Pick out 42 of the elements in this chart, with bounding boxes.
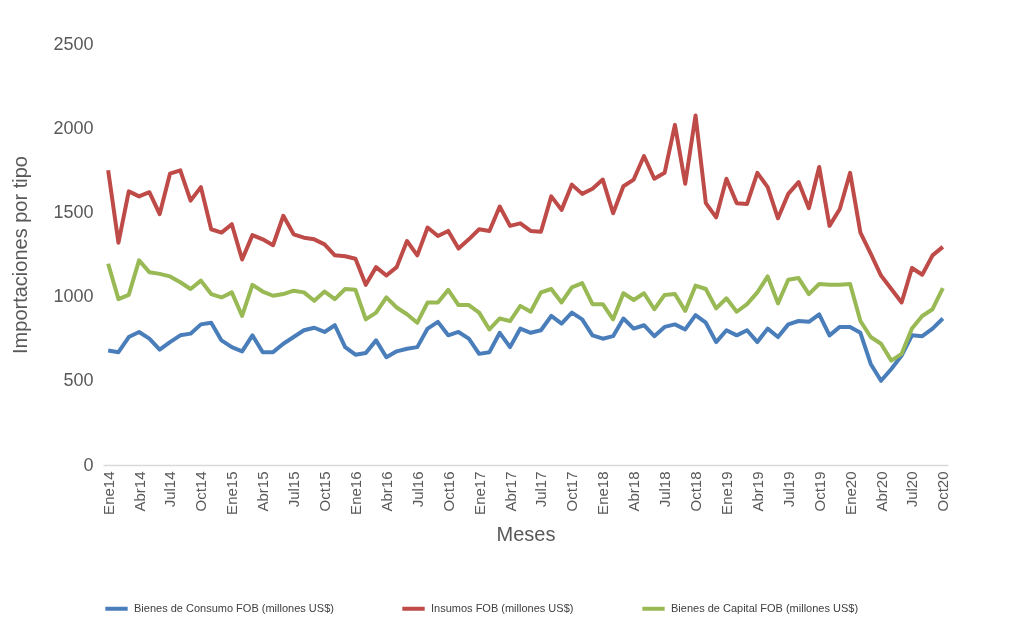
x-tick-label: Jul14 xyxy=(161,471,179,508)
legend-label: Bienes de Capital FOB (millones US$) xyxy=(671,601,859,614)
y-tick-label: 2500 xyxy=(53,33,94,54)
x-tick-label: Ene16 xyxy=(346,471,364,515)
x-tick-label: Oct19 xyxy=(810,471,828,512)
x-tick-label: Abr14 xyxy=(130,471,148,512)
x-tick-label: Jul16 xyxy=(408,471,426,508)
y-tick-label: 1000 xyxy=(53,286,94,307)
x-tick-label: Oct17 xyxy=(563,471,581,512)
x-tick-label: Abr20 xyxy=(872,471,890,512)
x-tick-label: Oct16 xyxy=(439,471,457,512)
x-tick-label: Oct18 xyxy=(687,471,705,512)
x-tick-label: Ene20 xyxy=(841,471,859,515)
x-tick-label: Ene14 xyxy=(99,471,117,515)
legend-label: Insumos FOB (millones US$) xyxy=(431,601,574,614)
x-tick-label: Abr18 xyxy=(625,471,643,512)
x-tick-label: Abr17 xyxy=(501,471,519,512)
x-axis-title: Meses xyxy=(496,522,556,545)
x-tick-label: Abr16 xyxy=(377,471,395,512)
y-axis-title: Importaciones por tipo xyxy=(9,156,32,354)
y-tick-label: 500 xyxy=(63,370,94,391)
legend-label: Bienes de Consumo FOB (millones US$) xyxy=(134,601,334,614)
x-tick-label: Jul15 xyxy=(285,471,303,508)
x-tick-label: Jul20 xyxy=(903,471,921,508)
x-tick-label: Jul17 xyxy=(532,471,550,508)
x-tick-label: Ene17 xyxy=(470,471,488,515)
line-series xyxy=(106,258,945,363)
y-tick-label: 1500 xyxy=(53,201,94,222)
x-tick-label: Abr19 xyxy=(748,471,766,512)
y-tick-label: 0 xyxy=(83,454,94,475)
line-series xyxy=(106,113,945,305)
x-tick-label: Oct14 xyxy=(192,471,210,512)
x-tick-label: Jul18 xyxy=(656,471,674,508)
x-tick-label: Ene18 xyxy=(594,471,612,515)
x-tick-label: Ene19 xyxy=(717,471,735,515)
line-series xyxy=(106,310,945,383)
x-tick-label: Abr15 xyxy=(254,471,272,512)
x-tick-label: Oct15 xyxy=(316,471,334,512)
x-tick-label: Ene15 xyxy=(223,471,241,515)
x-tick-label: Jul19 xyxy=(779,471,797,508)
y-tick-label: 2000 xyxy=(53,117,94,138)
x-tick-label: Oct20 xyxy=(934,471,952,512)
